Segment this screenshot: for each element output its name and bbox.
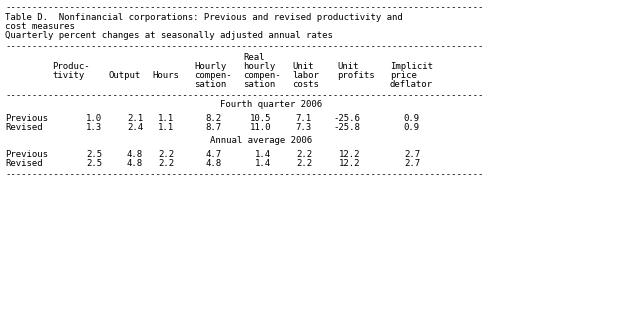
Text: 1.0: 1.0 — [86, 114, 102, 123]
Text: --------------------------------------------------------------------------------: ----------------------------------------… — [5, 3, 484, 12]
Text: costs: costs — [292, 80, 319, 89]
Text: tivity: tivity — [52, 71, 84, 80]
Text: 2.2: 2.2 — [158, 150, 174, 159]
Text: 2.4: 2.4 — [127, 123, 143, 132]
Text: 0.9: 0.9 — [404, 114, 420, 123]
Text: 1.3: 1.3 — [86, 123, 102, 132]
Text: -25.8: -25.8 — [333, 123, 360, 132]
Text: Hours: Hours — [152, 71, 179, 80]
Text: 4.8: 4.8 — [127, 159, 143, 168]
Text: 4.7: 4.7 — [206, 150, 222, 159]
Text: Implicit: Implicit — [390, 62, 433, 71]
Text: 7.1: 7.1 — [296, 114, 312, 123]
Text: 2.7: 2.7 — [404, 150, 420, 159]
Text: 2.5: 2.5 — [86, 159, 102, 168]
Text: 1.4: 1.4 — [255, 150, 271, 159]
Text: 11.0: 11.0 — [249, 123, 271, 132]
Text: Hourly: Hourly — [194, 62, 226, 71]
Text: Previous: Previous — [5, 114, 48, 123]
Text: Output: Output — [108, 71, 141, 80]
Text: 1.1: 1.1 — [158, 114, 174, 123]
Text: cost measures: cost measures — [5, 22, 75, 31]
Text: Revised: Revised — [5, 123, 42, 132]
Text: 2.1: 2.1 — [127, 114, 143, 123]
Text: 1.4: 1.4 — [255, 159, 271, 168]
Text: 12.2: 12.2 — [339, 159, 360, 168]
Text: hourly: hourly — [243, 62, 275, 71]
Text: 4.8: 4.8 — [206, 159, 222, 168]
Text: 2.5: 2.5 — [86, 150, 102, 159]
Text: profits: profits — [337, 71, 375, 80]
Text: Previous: Previous — [5, 150, 48, 159]
Text: -25.6: -25.6 — [333, 114, 360, 123]
Text: 2.2: 2.2 — [296, 159, 312, 168]
Text: labor: labor — [292, 71, 319, 80]
Text: Produc-: Produc- — [52, 62, 90, 71]
Text: sation: sation — [194, 80, 226, 89]
Text: --------------------------------------------------------------------------------: ----------------------------------------… — [5, 91, 484, 100]
Text: Revised: Revised — [5, 159, 42, 168]
Text: Table D.  Nonfinancial corporations: Previous and revised productivity and: Table D. Nonfinancial corporations: Prev… — [5, 13, 403, 22]
Text: Quarterly percent changes at seasonally adjusted annual rates: Quarterly percent changes at seasonally … — [5, 31, 333, 40]
Text: deflator: deflator — [390, 80, 433, 89]
Text: Annual average 2006: Annual average 2006 — [210, 136, 312, 145]
Text: 2.7: 2.7 — [404, 159, 420, 168]
Text: 2.2: 2.2 — [296, 150, 312, 159]
Text: 8.7: 8.7 — [206, 123, 222, 132]
Text: Real: Real — [243, 53, 265, 62]
Text: Fourth quarter 2006: Fourth quarter 2006 — [220, 100, 322, 109]
Text: 7.3: 7.3 — [296, 123, 312, 132]
Text: 10.5: 10.5 — [249, 114, 271, 123]
Text: 0.9: 0.9 — [404, 123, 420, 132]
Text: 12.2: 12.2 — [339, 150, 360, 159]
Text: 1.1: 1.1 — [158, 123, 174, 132]
Text: 2.2: 2.2 — [158, 159, 174, 168]
Text: --------------------------------------------------------------------------------: ----------------------------------------… — [5, 170, 484, 179]
Text: 4.8: 4.8 — [127, 150, 143, 159]
Text: 8.2: 8.2 — [206, 114, 222, 123]
Text: sation: sation — [243, 80, 275, 89]
Text: compen-: compen- — [194, 71, 232, 80]
Text: --------------------------------------------------------------------------------: ----------------------------------------… — [5, 42, 484, 51]
Text: price: price — [390, 71, 417, 80]
Text: compen-: compen- — [243, 71, 280, 80]
Text: Unit: Unit — [292, 62, 313, 71]
Text: Unit: Unit — [337, 62, 358, 71]
